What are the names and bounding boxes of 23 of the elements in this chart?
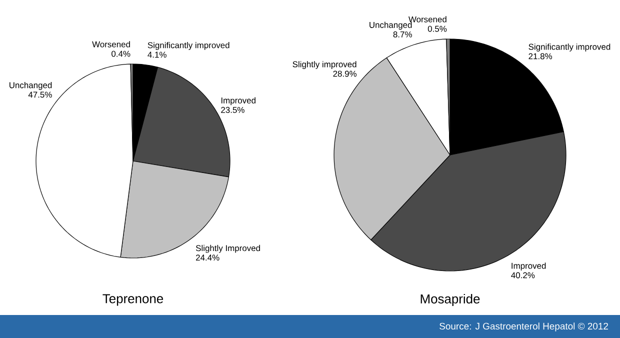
slice-label: Unchanged bbox=[370, 22, 412, 30]
text: Mosapride bbox=[420, 294, 480, 306]
data-label: 8.7% bbox=[393, 31, 412, 38]
data-label: 28.9% bbox=[333, 70, 357, 77]
data-label: 0.4% bbox=[112, 50, 130, 57]
data-label: 47.5% bbox=[28, 92, 52, 98]
data-label: 40.2% bbox=[511, 272, 535, 278]
data-label: 23.5% bbox=[221, 106, 244, 113]
slice-label: Slightly Improved bbox=[196, 244, 260, 253]
slice-label: Slightly improved bbox=[292, 61, 356, 69]
text: Teprenone bbox=[102, 294, 164, 306]
slice-label: Worsened bbox=[408, 16, 446, 22]
data-label: 21.8% bbox=[528, 53, 552, 60]
slice-label: Worsened bbox=[92, 41, 130, 48]
slice-label: Improved bbox=[221, 97, 256, 106]
data-label: 4.1% bbox=[148, 52, 166, 58]
slice-label: Significantly improved bbox=[528, 44, 610, 52]
data-label: 0.5% bbox=[428, 26, 447, 32]
slice-label: Significantly improved bbox=[148, 42, 230, 50]
slice-label: Improved bbox=[512, 262, 546, 270]
source-note: Source: J Gastroenterol Hepatol © 2012 bbox=[440, 322, 608, 332]
data-label: 24.4% bbox=[196, 254, 220, 261]
slice-label: Unchanged bbox=[10, 82, 52, 90]
